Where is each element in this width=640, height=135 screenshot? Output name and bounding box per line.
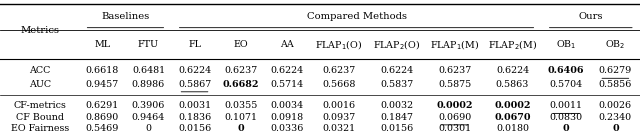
Text: Compared Methods: Compared Methods (307, 12, 406, 21)
Text: 0.5863: 0.5863 (496, 80, 529, 89)
Text: 0.6481: 0.6481 (132, 66, 165, 75)
Text: 0.0156: 0.0156 (380, 124, 413, 133)
Text: FTU: FTU (138, 40, 159, 49)
Text: 0.6618: 0.6618 (86, 66, 119, 75)
Text: 0.5856: 0.5856 (598, 80, 632, 89)
Text: 0.6237: 0.6237 (438, 66, 471, 75)
Text: FL: FL (188, 40, 201, 49)
Text: 0.5837: 0.5837 (380, 80, 413, 89)
Text: 0.0355: 0.0355 (224, 102, 257, 110)
Text: 0.6224: 0.6224 (270, 66, 303, 75)
Text: 0.6406: 0.6406 (548, 66, 584, 75)
Text: 0.5867: 0.5867 (178, 80, 211, 89)
Text: 0.0011: 0.0011 (550, 102, 582, 110)
Text: AA: AA (280, 40, 294, 49)
Text: FLAP$_1$(O): FLAP$_1$(O) (315, 38, 362, 51)
Text: 0.0670: 0.0670 (494, 113, 531, 122)
Text: 0.6682: 0.6682 (222, 80, 259, 89)
Text: 0.0156: 0.0156 (178, 124, 211, 133)
Text: 0: 0 (563, 124, 570, 133)
Text: 0.0918: 0.0918 (270, 113, 303, 122)
Text: 0.9464: 0.9464 (132, 113, 165, 122)
Text: 0.6237: 0.6237 (224, 66, 257, 75)
Text: Baselines: Baselines (101, 12, 150, 21)
Text: EO: EO (234, 40, 248, 49)
Text: 0.5704: 0.5704 (550, 80, 582, 89)
Text: 0.9457: 0.9457 (86, 80, 119, 89)
Text: 0: 0 (612, 124, 619, 133)
Text: OB$_2$: OB$_2$ (605, 38, 625, 51)
Text: 0.5469: 0.5469 (86, 124, 119, 133)
Text: 0.0016: 0.0016 (322, 102, 355, 110)
Text: 0: 0 (145, 124, 152, 133)
Text: 0.0002: 0.0002 (436, 102, 473, 110)
Text: 0.0026: 0.0026 (599, 102, 632, 110)
Text: Metrics: Metrics (20, 26, 60, 35)
Text: 0.5714: 0.5714 (270, 80, 303, 89)
Text: 0.6237: 0.6237 (322, 66, 355, 75)
Text: 0: 0 (237, 124, 244, 133)
Text: CF Bound: CF Bound (16, 113, 64, 122)
Text: 0.5875: 0.5875 (438, 80, 471, 89)
Text: 0.0031: 0.0031 (178, 102, 211, 110)
Text: 0.2340: 0.2340 (599, 113, 632, 122)
Text: OB$_1$: OB$_1$ (556, 38, 577, 51)
Text: AUC: AUC (29, 80, 51, 89)
Text: 0.1071: 0.1071 (224, 113, 257, 122)
Text: 0.5668: 0.5668 (322, 80, 355, 89)
Text: 0.8690: 0.8690 (86, 113, 119, 122)
Text: 0.6224: 0.6224 (178, 66, 211, 75)
Text: 0.0301: 0.0301 (438, 124, 471, 133)
Text: EO Fairness: EO Fairness (11, 124, 69, 133)
Text: 0.0180: 0.0180 (496, 124, 529, 133)
Text: 0.0830: 0.0830 (550, 113, 582, 122)
Text: 0.0034: 0.0034 (270, 102, 303, 110)
Text: 0.0032: 0.0032 (380, 102, 413, 110)
Text: 0.1847: 0.1847 (380, 113, 413, 122)
Text: 0.0002: 0.0002 (494, 102, 531, 110)
Text: 0.1836: 0.1836 (178, 113, 211, 122)
Text: FLAP$_1$(M): FLAP$_1$(M) (430, 38, 479, 51)
Text: ACC: ACC (29, 66, 51, 75)
Text: FLAP$_2$(O): FLAP$_2$(O) (373, 38, 420, 51)
Text: 0.0690: 0.0690 (438, 113, 471, 122)
Text: 0.8986: 0.8986 (132, 80, 165, 89)
Text: 0.0336: 0.0336 (270, 124, 303, 133)
Text: CF-metrics: CF-metrics (13, 102, 66, 110)
Text: Ours: Ours (579, 12, 603, 21)
Text: 0.3906: 0.3906 (132, 102, 165, 110)
Text: 0.6291: 0.6291 (86, 102, 119, 110)
Text: 0.6279: 0.6279 (599, 66, 632, 75)
Text: 0.0321: 0.0321 (322, 124, 355, 133)
Text: FLAP$_2$(M): FLAP$_2$(M) (488, 38, 537, 51)
Text: 0.6224: 0.6224 (380, 66, 413, 75)
Text: ML: ML (94, 40, 111, 49)
Text: 0.0937: 0.0937 (322, 113, 355, 122)
Text: 0.6224: 0.6224 (496, 66, 529, 75)
